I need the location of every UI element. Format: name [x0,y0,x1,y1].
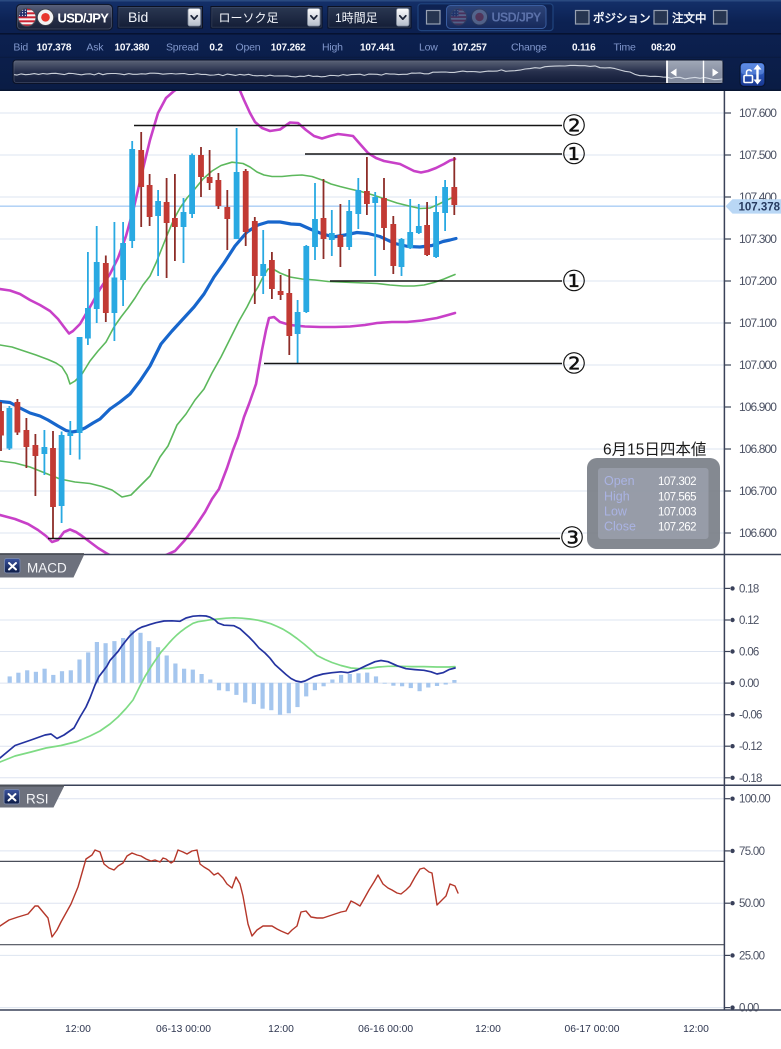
svg-text:0.06: 0.06 [739,647,759,659]
svg-text:0.18: 0.18 [739,583,759,595]
svg-text:12:00: 12:00 [475,1024,501,1035]
svg-text:注文中: 注文中 [672,11,707,25]
svg-text:107.262: 107.262 [658,522,696,534]
svg-text:①: ① [561,266,587,298]
svg-text:②: ② [561,110,587,142]
svg-text:12:00: 12:00 [268,1024,294,1035]
svg-text:0.116: 0.116 [572,43,596,54]
svg-text:107.441: 107.441 [360,43,395,54]
svg-text:RSI: RSI [26,792,49,807]
svg-text:Open: Open [604,474,635,488]
svg-text:107.378: 107.378 [739,202,781,214]
svg-text:12:00: 12:00 [683,1024,709,1035]
svg-text:USD/JPY: USD/JPY [58,10,110,25]
svg-text:06-13 00:00: 06-13 00:00 [156,1024,211,1035]
svg-text:107.302: 107.302 [658,476,696,488]
svg-text:08:20: 08:20 [651,43,676,54]
svg-text:MACD: MACD [27,561,67,576]
svg-text:107.300: 107.300 [739,232,777,246]
svg-text:107.500: 107.500 [739,148,777,162]
svg-text:Change: Change [511,42,547,54]
svg-text:-0.12: -0.12 [739,741,762,753]
svg-text:①: ① [561,139,587,171]
svg-text:107.600: 107.600 [739,106,777,120]
svg-text:ポジション: ポジション [593,11,651,25]
svg-text:Close: Close [604,520,636,534]
svg-text:06-16 00:00: 06-16 00:00 [358,1024,413,1035]
svg-text:06-17 00:00: 06-17 00:00 [565,1024,620,1035]
svg-text:107.100: 107.100 [739,316,777,330]
svg-text:107.000: 107.000 [739,358,777,372]
svg-text:107.378: 107.378 [37,43,72,54]
svg-text:0.00: 0.00 [739,1003,759,1015]
svg-text:6月15日四本値: 6月15日四本値 [603,441,706,459]
svg-text:107.003: 107.003 [658,507,696,519]
svg-text:0.12: 0.12 [739,615,759,627]
svg-text:100.00: 100.00 [739,794,770,806]
svg-text:25.00: 25.00 [739,950,765,962]
svg-text:USD/JPY: USD/JPY [492,11,543,25]
svg-text:Open: Open [236,42,261,54]
svg-text:High: High [322,42,343,54]
svg-text:0.2: 0.2 [209,43,223,54]
svg-text:Low: Low [604,505,628,519]
svg-text:1時間足: 1時間足 [335,11,378,25]
svg-text:Low: Low [419,42,438,54]
svg-text:107.380: 107.380 [115,43,150,54]
svg-text:107.200: 107.200 [739,274,777,288]
svg-text:Ask: Ask [86,42,104,54]
svg-text:106.800: 106.800 [739,442,777,456]
svg-text:50.00: 50.00 [739,898,765,910]
svg-text:106.900: 106.900 [739,400,777,414]
svg-text:107.565: 107.565 [658,492,696,504]
svg-text:Spread: Spread [166,42,199,54]
svg-text:107.262: 107.262 [271,43,306,54]
svg-text:Bid: Bid [13,42,28,54]
svg-text:③: ③ [559,522,585,554]
svg-text:107.257: 107.257 [452,43,487,54]
svg-text:106.700: 106.700 [739,484,777,498]
svg-text:-0.06: -0.06 [739,710,762,722]
svg-text:Bid: Bid [128,9,148,25]
svg-text:High: High [604,490,630,504]
svg-text:-0.18: -0.18 [739,773,762,785]
svg-text:0.00: 0.00 [739,678,759,690]
svg-text:ローソク足: ローソク足 [219,11,279,25]
svg-text:12:00: 12:00 [65,1024,91,1035]
svg-text:75.00: 75.00 [739,846,765,858]
svg-text:Time: Time [614,42,637,54]
svg-text:②: ② [561,348,587,380]
svg-text:106.600: 106.600 [739,526,777,540]
